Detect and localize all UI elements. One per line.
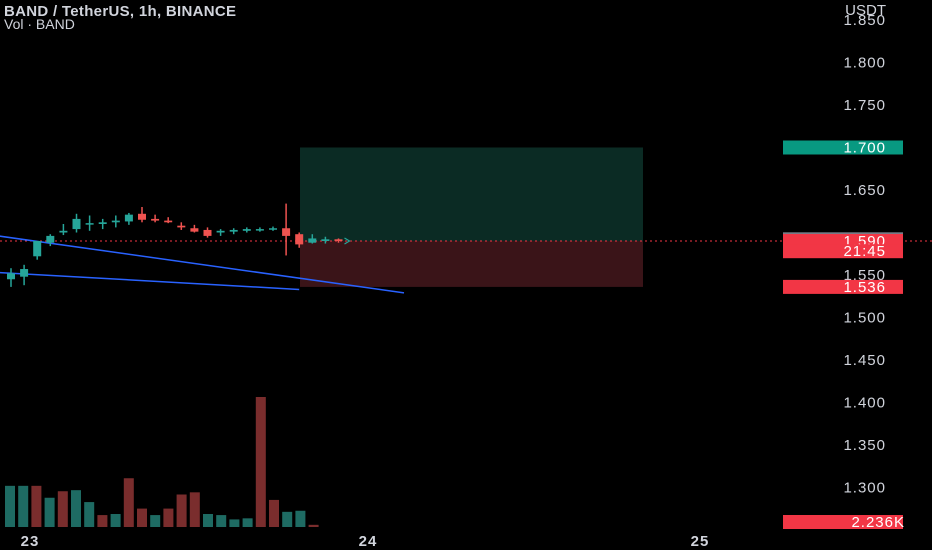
symbol-title[interactable]: BAND / TetherUS, 1h, BINANCE bbox=[4, 3, 237, 20]
volume-bar bbox=[150, 515, 161, 527]
candle-body bbox=[72, 218, 81, 230]
volume-bar bbox=[163, 508, 174, 527]
volume-bar bbox=[176, 494, 187, 527]
volume-legend[interactable]: Vol · BAND bbox=[4, 16, 75, 32]
volume-bar bbox=[110, 514, 121, 527]
volume-tag bbox=[783, 515, 903, 529]
price-tick-label: 1.850 bbox=[843, 12, 886, 29]
volume-bar bbox=[269, 499, 279, 527]
candle-body bbox=[7, 273, 15, 280]
candle-body bbox=[269, 228, 277, 230]
price-tag-countdown bbox=[783, 244, 903, 259]
volume-bar bbox=[97, 515, 108, 527]
candle-body bbox=[164, 220, 173, 223]
candle-body bbox=[334, 239, 343, 241]
volume-bar bbox=[282, 511, 293, 527]
candle-body bbox=[308, 238, 317, 243]
volume-bar bbox=[242, 518, 253, 527]
candle-body bbox=[229, 229, 238, 232]
position-zones bbox=[0, 147, 932, 287]
profit-zone bbox=[300, 147, 643, 241]
volume-bar bbox=[203, 514, 213, 527]
candle-body bbox=[98, 222, 107, 224]
price-tag-label: 1.700 bbox=[843, 140, 886, 157]
candle-body bbox=[282, 228, 291, 236]
volume-bar bbox=[308, 524, 319, 527]
candle-body bbox=[295, 234, 304, 245]
volume-bar bbox=[44, 497, 55, 527]
candle-body bbox=[242, 229, 251, 231]
current-price-arrow bbox=[344, 237, 351, 245]
price-tick-label: 1.650 bbox=[843, 182, 886, 199]
candle-body bbox=[190, 228, 199, 232]
candle-body bbox=[85, 223, 94, 225]
time-tick-label: 24 bbox=[359, 533, 378, 550]
candle-body bbox=[33, 241, 42, 257]
candle-body bbox=[59, 230, 68, 233]
price-tag-stop-loss bbox=[783, 279, 903, 294]
candle-body bbox=[124, 214, 133, 222]
price-tag-label: 21:45 bbox=[843, 243, 886, 260]
candle-body bbox=[20, 269, 29, 277]
candle-body bbox=[138, 213, 146, 220]
candle-body bbox=[321, 239, 330, 241]
volume-bar bbox=[295, 510, 306, 527]
candle-body bbox=[46, 235, 55, 243]
trendline bbox=[0, 271, 300, 291]
volume-bar bbox=[255, 397, 266, 527]
volume-bar bbox=[189, 492, 200, 527]
volume-bar bbox=[57, 491, 68, 527]
time-tick-label: 25 bbox=[691, 533, 710, 550]
candle-body bbox=[151, 218, 160, 221]
price-tag-take-profit bbox=[783, 140, 903, 155]
volume-bar bbox=[5, 485, 15, 527]
candle-body bbox=[203, 229, 212, 236]
candle-body bbox=[216, 230, 225, 233]
price-tick-label: 1.300 bbox=[843, 480, 886, 497]
volume-bar bbox=[137, 508, 147, 527]
price-tag-label: 1.536 bbox=[843, 279, 886, 296]
price-tick-label: 1.550 bbox=[843, 267, 886, 284]
time-axis: 23 24 25 bbox=[21, 533, 710, 550]
volume-bar bbox=[31, 485, 42, 527]
volume-bar bbox=[84, 502, 95, 527]
volume-bars bbox=[5, 397, 319, 527]
price-tick-label: 1.400 bbox=[843, 395, 886, 412]
candle-body bbox=[177, 225, 186, 228]
price-tick-label: 1.750 bbox=[843, 97, 886, 114]
price-axis-unit[interactable]: USDT bbox=[845, 2, 886, 19]
price-tick-label: 1.450 bbox=[843, 352, 886, 369]
trendline bbox=[0, 235, 405, 294]
candles bbox=[7, 203, 351, 287]
time-tick-label: 23 bbox=[21, 533, 40, 550]
price-tick-label: 1.500 bbox=[843, 310, 886, 327]
volume-bar bbox=[71, 490, 81, 527]
volume-bar bbox=[216, 515, 227, 527]
price-tick-label: 1.800 bbox=[843, 55, 886, 72]
volume-bar bbox=[18, 485, 29, 527]
volume-bar bbox=[123, 478, 134, 527]
volume-bar bbox=[229, 519, 240, 527]
loss-zone bbox=[300, 241, 643, 287]
price-axis: 1.850 1.800 1.750 1.650 1.550 1.500 1.450 1.400… bbox=[843, 12, 886, 497]
candle-body bbox=[255, 229, 264, 231]
candle-body bbox=[111, 220, 120, 223]
price-tick-label: 1.350 bbox=[843, 437, 886, 454]
trendlines bbox=[0, 235, 405, 294]
volume-tag-label: 2.236K bbox=[851, 514, 905, 531]
